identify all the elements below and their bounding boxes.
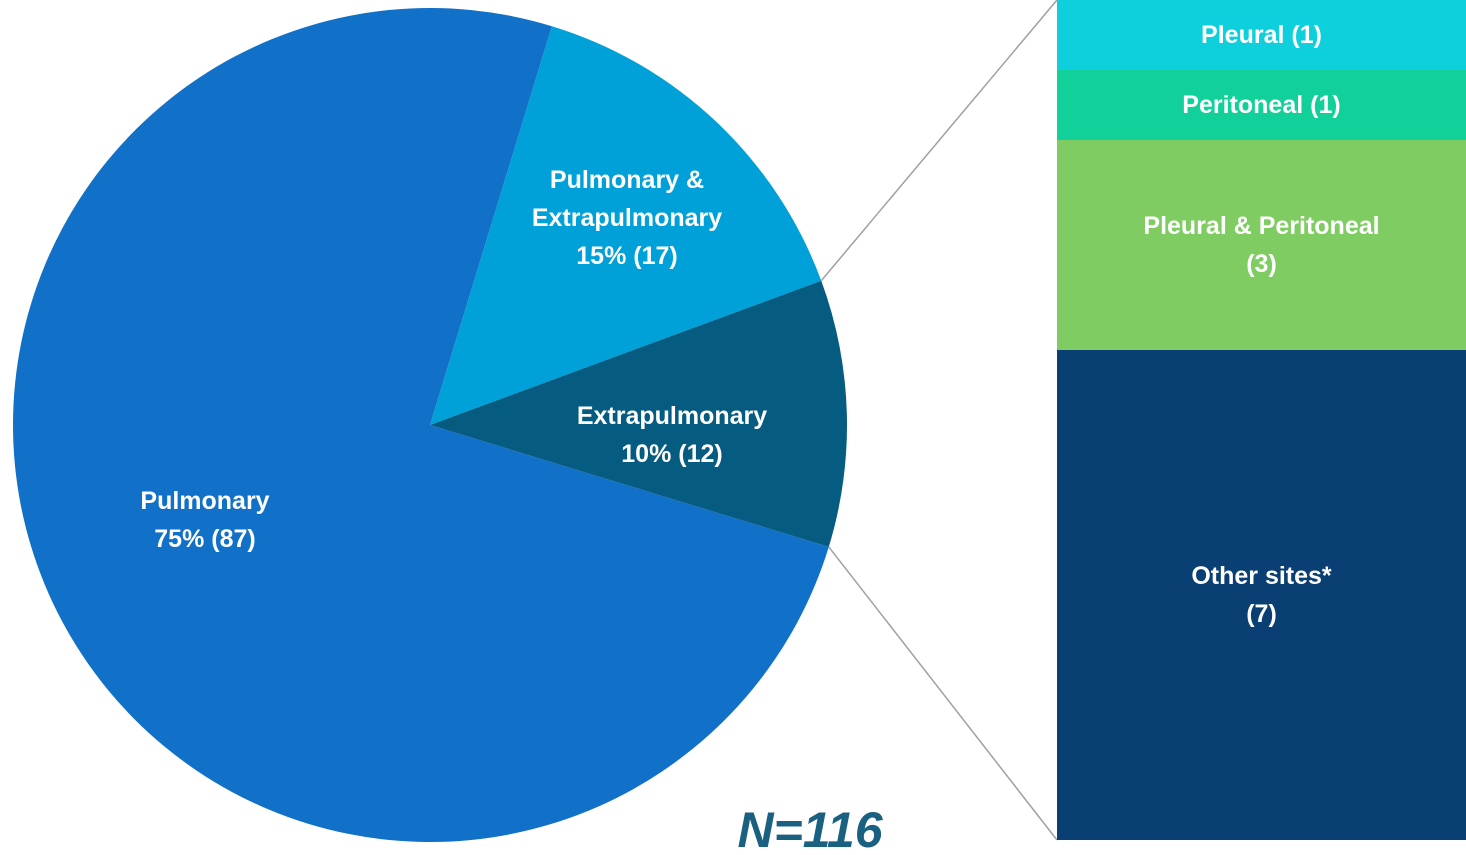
slice-label: Extrapulmonary 10% (12) xyxy=(522,397,822,473)
breakdown-value-label: (1) xyxy=(1291,21,1322,49)
slice-value-label: 75% (87) xyxy=(154,525,256,553)
pie-slice xyxy=(430,280,847,547)
breakdown-name: Peritoneal xyxy=(1182,91,1304,119)
slice-name: Pulmonary & Extrapulmonary xyxy=(531,166,723,232)
breakdown-value-label: (3) xyxy=(1246,250,1277,278)
breakdown-bar xyxy=(1057,70,1466,140)
breakdown-value-label: (1) xyxy=(1310,91,1341,119)
breakdown-bar xyxy=(1057,0,1466,70)
slice-label: Pulmonary 75% (87) xyxy=(55,482,355,558)
breakdown-label: Other sites* (7) xyxy=(1067,557,1456,633)
pie-slice xyxy=(13,7,829,842)
connector xyxy=(820,0,1058,282)
breakdown-bar xyxy=(1057,350,1466,840)
pie-slice xyxy=(430,26,822,425)
slice-name: Pulmonary xyxy=(140,487,270,515)
breakdown-bar xyxy=(1057,140,1466,350)
breakdown-name: Pleural & Peritoneal xyxy=(1143,212,1380,240)
breakdown-value-label: (7) xyxy=(1246,600,1277,628)
slice-value-label: 10% (12) xyxy=(621,440,723,468)
breakdown-name: Pleural xyxy=(1201,21,1285,49)
connector xyxy=(828,546,1058,841)
breakdown-label: Pleural & Peritoneal (3) xyxy=(1067,207,1456,283)
slice-name: Extrapulmonary xyxy=(576,402,768,430)
annotation: N=116 xyxy=(737,802,883,855)
breakdown-name: Other sites* xyxy=(1191,562,1332,590)
slice-value-label: 15% (17) xyxy=(576,242,678,270)
breakdown-label: Peritoneal (1) xyxy=(1067,86,1456,124)
breakdown-label: Pleural (1) xyxy=(1067,16,1456,54)
slice-label: Pulmonary & Extrapulmonary 15% (17) xyxy=(502,161,752,275)
